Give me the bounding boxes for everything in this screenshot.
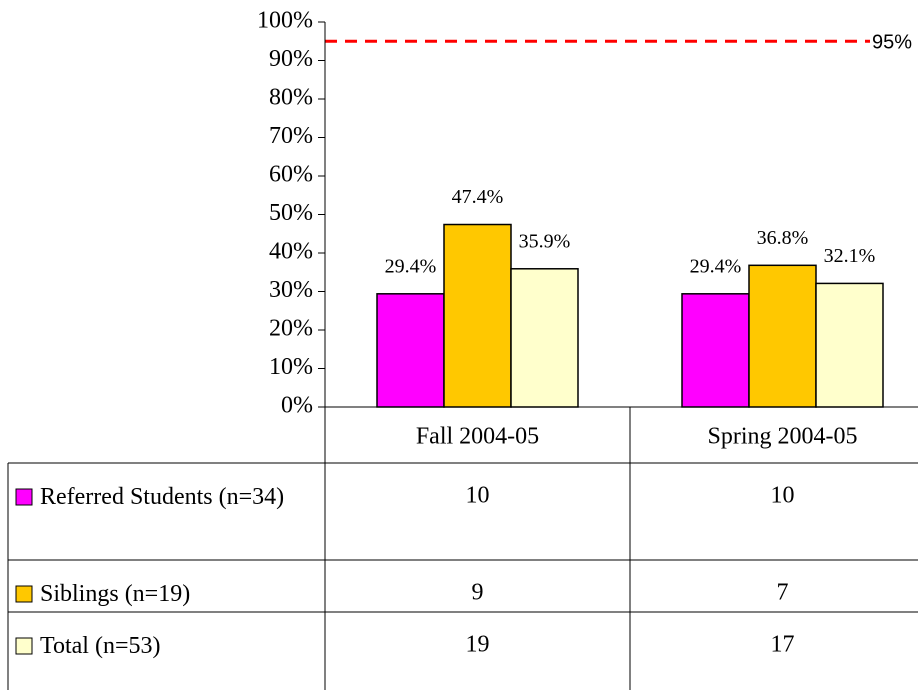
- value-label: 29.4%: [690, 255, 742, 277]
- x-tick-label: Fall 2004-05: [416, 424, 539, 450]
- bar: [510, 268, 579, 408]
- y-tick-label: 20%: [269, 316, 313, 342]
- legend-label: Referred Students (n=34): [40, 484, 285, 510]
- y-tick-label: 30%: [269, 277, 313, 303]
- y-tick-label: 0%: [281, 393, 313, 419]
- table-cell: 10: [466, 483, 490, 509]
- y-tick-label: 90%: [269, 46, 313, 72]
- bar: [376, 293, 445, 408]
- y-tick-label: 70%: [269, 123, 313, 149]
- bar: [681, 293, 750, 408]
- value-label: 35.9%: [519, 230, 571, 252]
- value-label: 36.8%: [757, 227, 809, 249]
- y-tick-label: 40%: [269, 239, 313, 265]
- y-tick-label: 60%: [269, 162, 313, 188]
- table-cell: 9: [472, 580, 484, 606]
- y-tick-label: 100%: [257, 8, 313, 34]
- y-tick-label: 80%: [269, 85, 313, 111]
- bar: [815, 282, 884, 408]
- legend-key: [15, 585, 33, 603]
- table-cell: 19: [466, 632, 490, 658]
- legend-key: [15, 637, 33, 655]
- table-cell: 7: [777, 580, 789, 606]
- bar: [748, 264, 817, 408]
- bar: [443, 223, 512, 408]
- value-label: 29.4%: [385, 255, 437, 277]
- value-label: 47.4%: [452, 186, 504, 208]
- legend-key: [15, 488, 33, 506]
- table-cell: 17: [771, 632, 795, 658]
- y-tick-label: 50%: [269, 200, 313, 226]
- legend-label: Total (n=53): [40, 633, 161, 659]
- y-tick-label: 10%: [269, 354, 313, 380]
- legend-label: Siblings (n=19): [40, 581, 191, 607]
- x-tick-label: Spring 2004-05: [708, 424, 858, 450]
- reference-label: 95%: [872, 32, 912, 54]
- value-label: 32.1%: [824, 245, 876, 267]
- table-cell: 10: [771, 483, 795, 509]
